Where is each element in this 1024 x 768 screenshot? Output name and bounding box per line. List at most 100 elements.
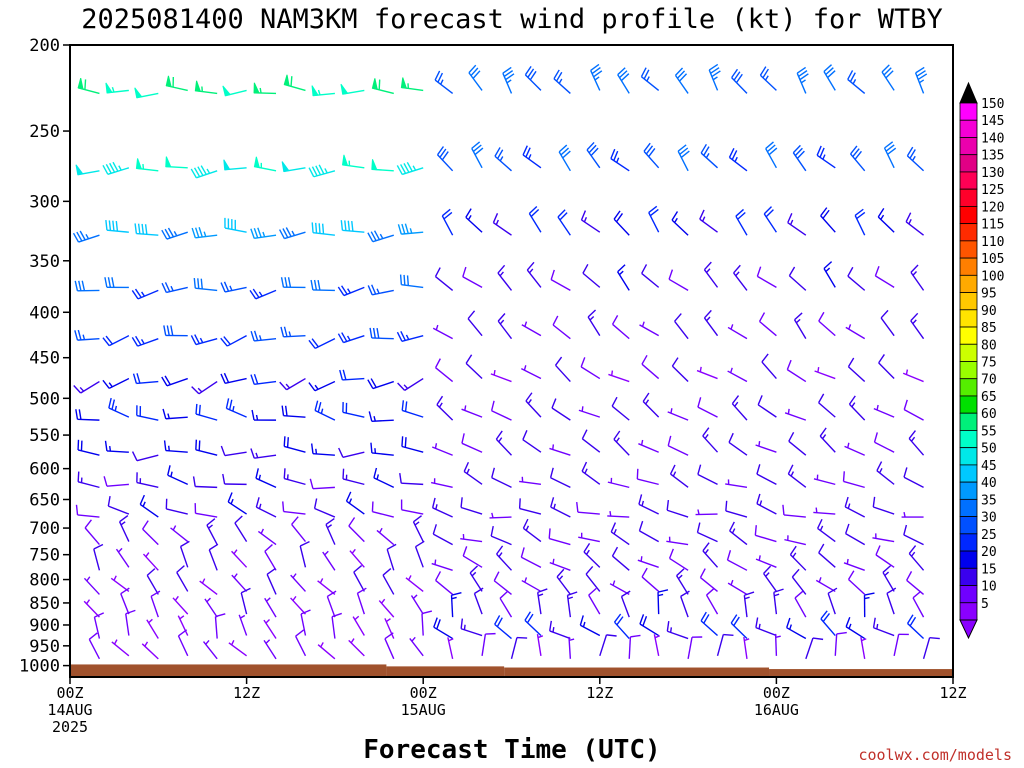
barb-staff [757, 275, 777, 288]
wind-barb [142, 520, 159, 546]
barb-staff [553, 78, 571, 94]
colorbar-swatch [959, 188, 978, 207]
barb-staff [581, 470, 601, 485]
barb-flag [369, 327, 373, 339]
wind-barb [845, 324, 866, 340]
wind-barb [699, 209, 718, 233]
barb-flag [617, 264, 626, 273]
barb-half-flag [880, 214, 885, 220]
wind-barb [227, 492, 247, 515]
barb-flag [677, 144, 687, 152]
barb-flag [557, 209, 566, 218]
barb-staff [733, 272, 748, 291]
barb-staff [815, 579, 836, 593]
barb-half-flag [641, 500, 645, 507]
barb-staff [716, 634, 724, 657]
wind-barb [195, 439, 218, 456]
wind-barb [340, 220, 365, 233]
barb-half-flag [466, 468, 470, 474]
barb-flag [469, 565, 479, 574]
barb-flag [474, 587, 484, 595]
wind-barb [637, 556, 659, 568]
barb-flag [591, 67, 601, 75]
barb-staff [284, 445, 306, 453]
wind-barb [384, 632, 395, 660]
wind-barb [677, 144, 690, 172]
wind-barb [193, 277, 218, 292]
barb-staff [670, 473, 689, 488]
barb-flag [666, 621, 670, 632]
wind-barb [528, 206, 542, 233]
barb-half-flag [758, 623, 761, 629]
barb-staff [697, 406, 718, 418]
wind-barb [844, 523, 866, 546]
barb-staff [84, 527, 100, 546]
wind-barb [520, 365, 542, 380]
barb-flag [754, 525, 757, 536]
barb-half-flag [640, 439, 644, 446]
barb-flag [820, 610, 828, 620]
wind-barb [165, 75, 188, 92]
barb-flag [666, 500, 670, 511]
barb-flag [680, 590, 690, 597]
barb-staff [755, 558, 777, 568]
barb-flag [497, 313, 506, 322]
wind-barb [310, 279, 335, 292]
barb-half-flag [346, 335, 351, 341]
barb-flag [341, 285, 348, 295]
barb-flag [94, 612, 105, 618]
wind-barb [139, 494, 159, 518]
barb-staff [520, 367, 542, 380]
barb-flag [284, 277, 288, 288]
barb-pennant [165, 75, 172, 88]
barb-half-flag [120, 521, 126, 526]
barb-staff [284, 477, 306, 486]
barb-staff [612, 323, 630, 340]
barb-flag [384, 632, 394, 640]
barb-half-flag [611, 370, 614, 376]
barb-staff [435, 367, 454, 383]
barb-flag [788, 266, 796, 277]
colorbar-swatch [959, 550, 978, 569]
barb-half-flag [288, 331, 292, 337]
wind-barb [558, 144, 571, 172]
barb-flag [606, 634, 617, 637]
wind-barb [643, 142, 660, 169]
barb-flag [640, 67, 647, 78]
wind-barbs [72, 63, 940, 660]
barb-staff [580, 366, 601, 380]
wind-barb [283, 74, 306, 92]
barb-flag [884, 141, 894, 149]
barb-staff [136, 414, 159, 421]
barb-staff [382, 574, 395, 595]
barb-staff [586, 149, 601, 169]
wind-barb [141, 641, 159, 660]
wind-barb [214, 613, 226, 639]
barb-half-flag [774, 593, 780, 597]
barb-half-flag [79, 386, 85, 392]
wind-barb [697, 397, 718, 418]
barb-staff [401, 334, 424, 342]
barb-flag [827, 587, 838, 594]
wind-barb [847, 357, 866, 383]
barb-staff [613, 438, 630, 456]
barb-staff [312, 452, 335, 456]
wind-barb [874, 266, 895, 288]
wind-barb [461, 433, 483, 453]
barb-flag [555, 71, 563, 82]
wind-barb [758, 312, 777, 337]
barb-flag [344, 220, 347, 231]
wind-barb [787, 213, 807, 236]
wind-barb [434, 358, 454, 383]
y-tick-label: 700 [29, 519, 60, 539]
barb-flag [744, 591, 755, 596]
wind-barb [548, 528, 571, 546]
barb-flag [367, 379, 374, 389]
barb-half-flag [354, 615, 360, 621]
barb-flag [397, 224, 402, 235]
barb-half-flag [381, 598, 386, 604]
barb-staff [784, 538, 806, 546]
wind-barb [228, 639, 248, 657]
barb-flag [580, 210, 587, 221]
wind-barb [376, 527, 395, 546]
